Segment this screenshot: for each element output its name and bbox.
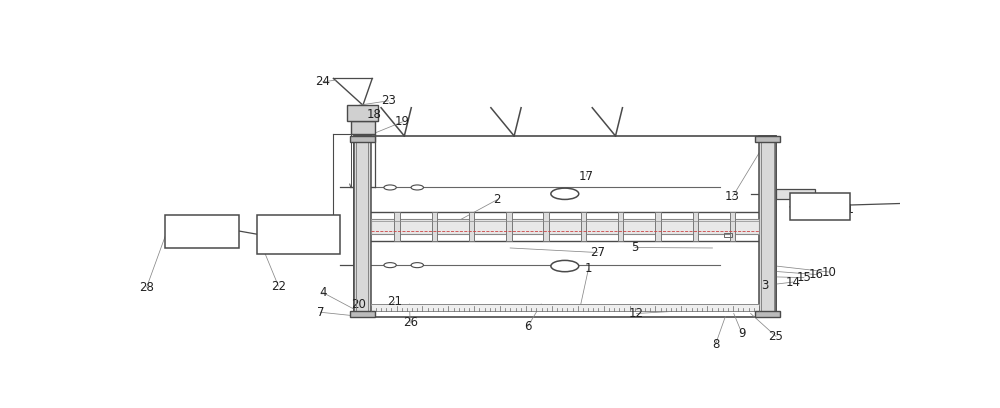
Text: 5: 5 (631, 241, 639, 254)
Text: 18: 18 (367, 109, 382, 122)
Bar (432, 212, 437, 241)
Bar (759, 136, 776, 317)
Text: 加气泵: 加气泵 (808, 200, 833, 214)
Bar (543, 212, 549, 241)
Text: 20: 20 (352, 297, 366, 310)
Bar (693, 212, 698, 241)
Bar (347, 105, 378, 121)
Bar (356, 139, 368, 313)
Text: 8: 8 (712, 338, 719, 351)
Text: 27: 27 (590, 246, 605, 259)
Bar (350, 311, 375, 317)
Bar (761, 139, 774, 313)
Text: 2: 2 (493, 193, 501, 206)
Text: 17: 17 (579, 170, 594, 183)
Text: 23: 23 (381, 94, 396, 107)
Bar (371, 304, 759, 311)
Text: 19: 19 (395, 115, 410, 129)
Text: 26: 26 (403, 317, 418, 329)
Bar (506, 212, 512, 241)
Bar (755, 311, 780, 317)
Text: 22: 22 (271, 279, 286, 293)
Bar (724, 233, 732, 237)
Text: 3: 3 (761, 279, 769, 292)
Text: 21: 21 (387, 295, 402, 308)
Bar (257, 215, 340, 254)
Text: 10: 10 (821, 266, 836, 279)
Text: 数据收集: 数据收集 (282, 227, 315, 241)
Text: 6: 6 (524, 319, 532, 333)
Bar (581, 212, 586, 241)
Text: 7: 7 (317, 306, 324, 319)
Bar (351, 121, 375, 134)
Bar (730, 212, 735, 241)
Text: 25: 25 (769, 330, 783, 343)
Text: 计算机: 计算机 (190, 224, 215, 238)
Bar (371, 219, 759, 233)
Bar (790, 193, 850, 220)
Bar (394, 212, 400, 241)
Circle shape (551, 188, 579, 200)
Circle shape (384, 185, 396, 190)
Text: 16: 16 (809, 268, 824, 281)
Circle shape (551, 260, 579, 272)
Text: 13: 13 (725, 190, 740, 203)
Text: 4: 4 (319, 286, 326, 299)
Text: 14: 14 (786, 275, 801, 288)
Bar (469, 212, 474, 241)
Circle shape (384, 263, 396, 268)
Bar (618, 212, 623, 241)
Text: 15: 15 (796, 271, 811, 284)
Circle shape (411, 185, 423, 190)
Text: 9: 9 (738, 327, 746, 340)
Text: 24: 24 (315, 75, 330, 89)
Text: 11: 11 (840, 203, 855, 216)
Circle shape (411, 263, 423, 268)
Bar (354, 136, 776, 317)
Bar (350, 136, 375, 142)
Bar (354, 136, 371, 317)
Bar (655, 212, 661, 241)
Bar (776, 189, 815, 199)
Text: 12: 12 (629, 307, 644, 320)
Text: 1: 1 (585, 262, 592, 275)
Bar (165, 215, 239, 248)
Text: 28: 28 (139, 281, 154, 294)
Bar (755, 136, 780, 142)
